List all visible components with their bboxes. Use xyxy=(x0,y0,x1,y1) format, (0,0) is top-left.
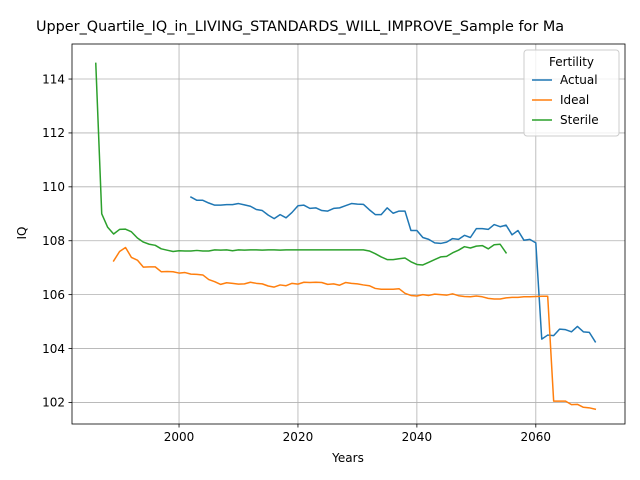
legend-label-sterile: Sterile xyxy=(560,113,599,127)
series-line-ideal xyxy=(112,246,597,411)
legend-title: Fertility xyxy=(549,55,594,69)
legend: Fertility Actual Ideal Sterile xyxy=(523,49,620,137)
y-tick-label: 112 xyxy=(42,126,65,140)
x-tick-label: 2020 xyxy=(283,430,314,444)
series-line-actual xyxy=(189,196,597,343)
y-tick-label: 104 xyxy=(42,342,65,356)
y-tick-label: 106 xyxy=(42,288,65,302)
axis-ticks: 2000 2020 2040 2060 102 104 106 108 110 112 114 xyxy=(42,72,551,444)
y-axis-label: IQ xyxy=(15,227,29,240)
y-tick-label: 108 xyxy=(42,234,65,248)
plot-area-frame xyxy=(71,43,626,425)
x-tick-label: 2040 xyxy=(402,430,433,444)
legend-label-actual: Actual xyxy=(560,73,598,87)
series-lines xyxy=(95,62,597,411)
legend-box xyxy=(523,49,620,137)
legend-label-ideal: Ideal xyxy=(560,93,589,107)
chart-title: Upper_Quartile_IQ_in_LIVING_STANDARDS_WI… xyxy=(36,19,564,35)
y-tick-label: 114 xyxy=(42,72,65,86)
series-line-sterile xyxy=(95,62,508,266)
x-tick-label: 2060 xyxy=(521,430,552,444)
y-tick-label: 110 xyxy=(42,180,65,194)
x-axis-label: Years xyxy=(331,451,364,465)
x-tick-label: 2000 xyxy=(164,430,195,444)
y-tick-label: 102 xyxy=(42,396,65,410)
